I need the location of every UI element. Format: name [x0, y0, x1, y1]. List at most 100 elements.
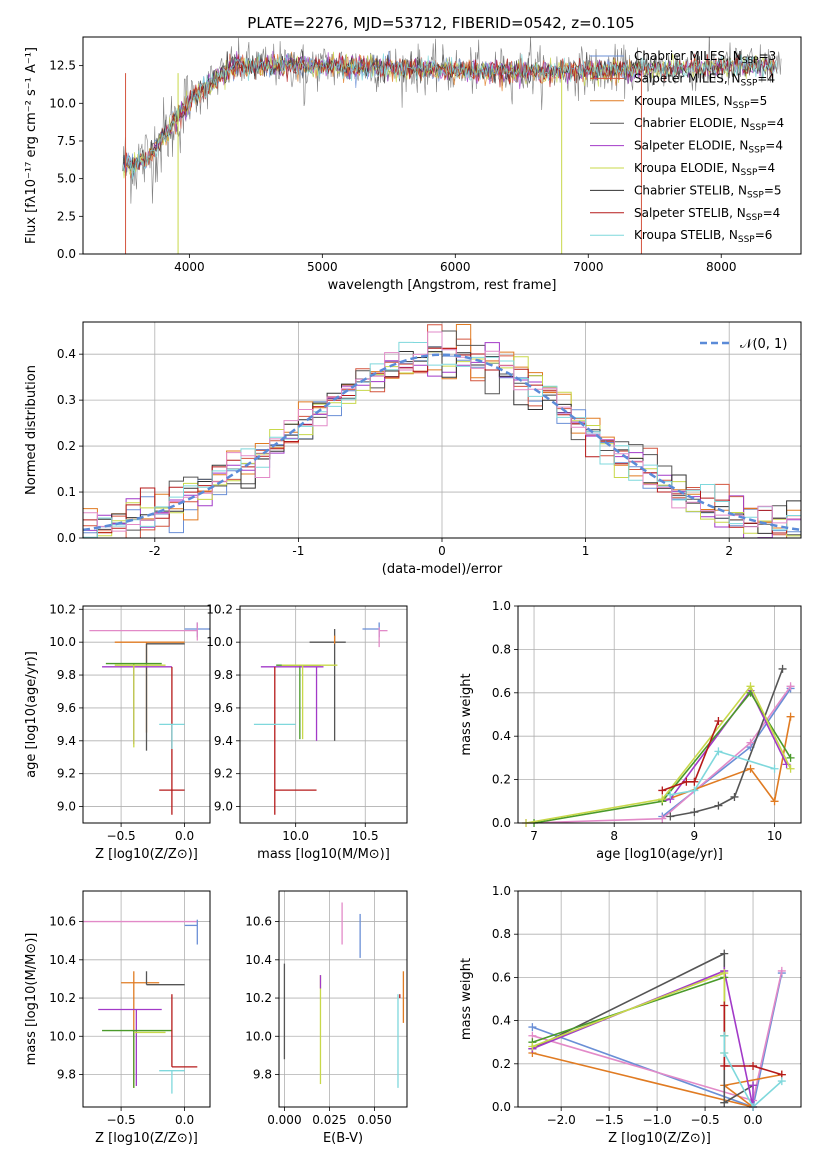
mass-weight-marker	[786, 712, 795, 721]
mass-weight-marker	[720, 1098, 729, 1107]
residual-histogram	[83, 341, 801, 538]
mass-weight-marker	[666, 790, 675, 799]
legend-entry: Chabrier STELIB, NSSP=5	[634, 183, 782, 200]
y-tick-label: 2.5	[57, 209, 76, 223]
x-tick-label: 5000	[307, 260, 338, 274]
x-tick-label: 0.000	[267, 1113, 301, 1127]
mass-weight-marker	[658, 814, 667, 823]
mass-weight-marker	[658, 795, 667, 804]
mass-weight-marker	[720, 949, 729, 958]
mass-weight-marker	[777, 1077, 786, 1086]
y-tick-label: 1.0	[492, 599, 511, 613]
x-tick-label: -2	[149, 544, 161, 558]
age-vs-mass-panel: 10.0 10.5 9.0 9.2 9.4 9.6 9.8 10.0 10.2 mass [log…	[206, 602, 408, 862]
mass-weight-marker	[770, 764, 779, 773]
y-tick-label: 0.0	[57, 531, 76, 545]
residual-histogram	[83, 331, 801, 532]
x-tick-label: 6000	[440, 260, 471, 274]
y-tick-label: 0.0	[57, 247, 76, 261]
legend-entry: Salpeter STELIB, NSSP=4	[634, 206, 780, 223]
x-axis-label: wavelength [Angstrom, rest frame]	[328, 278, 557, 293]
x-tick-label: 10	[767, 829, 782, 843]
residuals-panel: -2 -1 0 1 2 0.0 0.1 0.2 0.3 0.4 (data-model)/error…	[24, 321, 802, 577]
legend-entry: Kroupa MILES, NSSP=5	[634, 94, 767, 111]
x-tick-label: −2.0	[547, 1113, 576, 1127]
y-axis-label: mass weight	[459, 958, 474, 1040]
y-tick-label: 0.8	[492, 642, 511, 656]
x-tick-label: -1	[292, 544, 304, 558]
y-tick-label: 0.2	[57, 439, 76, 453]
x-tick-label: 1	[582, 544, 590, 558]
y-tick-label: 0.1	[57, 485, 76, 499]
x-tick-label: 4000	[174, 260, 205, 274]
y-tick-label: 9.4	[214, 734, 233, 748]
y-axis-label: Flux [fλ10⁻¹⁷ erg cm⁻² s⁻¹ A⁻¹]	[24, 47, 39, 244]
x-tick-label: 0.0	[175, 829, 194, 843]
y-tick-label: 9.4	[57, 734, 76, 748]
y-tick-label: 10.2	[206, 602, 233, 616]
x-tick-label: 8	[610, 829, 618, 843]
x-tick-label: 2	[725, 544, 733, 558]
y-tick-label: 0.2	[492, 1057, 511, 1071]
mass-weight-marker	[528, 1042, 537, 1051]
y-tick-label: 0.4	[57, 347, 76, 361]
legend-entry: Kroupa ELODIE, NSSP=4	[634, 161, 775, 178]
mass-weight-line	[670, 750, 775, 796]
x-tick-label: 10.5	[352, 829, 379, 843]
legend-entry: Salpeter MILES, NSSP=4	[634, 71, 775, 88]
mass-weight-line	[723, 1035, 783, 1109]
errorbars	[89, 622, 210, 815]
figure-title: PLATE=2276, MJD=53712, FIBERID=0542, z=0…	[247, 14, 634, 32]
mass-weight-marker	[746, 682, 755, 691]
mass-weight-marker	[749, 1081, 758, 1090]
y-tick-label: 0.8	[492, 927, 511, 941]
x-axis-label: mass [log10(M/M⊙)]	[257, 847, 390, 862]
mass-weight-line	[532, 1052, 782, 1108]
mass-weight-marker	[720, 1049, 729, 1057]
mass-weight-marker	[690, 808, 699, 817]
y-tick-label: 0.3	[57, 393, 76, 407]
mass-weight-marker	[714, 717, 723, 726]
y-tick-label: 10.6	[49, 915, 76, 929]
x-tick-label: 0.025	[312, 1113, 346, 1127]
mass-weight-marker	[690, 777, 699, 786]
x-axis-label: E(B-V)	[323, 1131, 363, 1146]
y-tick-label: 1.0	[492, 884, 511, 898]
x-tick-label: 0.0	[175, 1113, 194, 1127]
mass-weight-marker	[714, 747, 723, 756]
legend-entry: 𝒩(0, 1)	[740, 337, 787, 352]
y-tick-label: 10.4	[49, 953, 76, 967]
axes-frame	[82, 36, 802, 255]
y-tick-label: 10.0	[245, 1029, 272, 1043]
y-tick-label: 10.2	[245, 991, 272, 1005]
y-tick-label: 10.0	[49, 1029, 76, 1043]
mass-weight-marker	[786, 764, 795, 773]
x-tick-label: 8000	[706, 260, 737, 274]
mass-weight-marker	[746, 738, 755, 747]
y-tick-label: 9.8	[57, 1068, 76, 1082]
x-tick-label: −1.5	[595, 1113, 624, 1127]
y-tick-label: 0.6	[492, 970, 511, 984]
y-tick-label: 5.0	[57, 172, 76, 186]
y-tick-label: 7.5	[57, 134, 76, 148]
legend-entry: Kroupa STELIB, NSSP=6	[634, 228, 772, 245]
legend-entry: Salpeter ELODIE, NSSP=4	[634, 139, 783, 156]
mass-weight-marker	[682, 777, 691, 786]
y-tick-label: 10.0	[49, 635, 76, 649]
y-tick-label: 0.0	[492, 816, 511, 830]
x-axis-label: (data-model)/error	[382, 562, 503, 577]
y-axis-label: mass [log10(M/M⊙)]	[24, 933, 39, 1066]
x-tick-label: −0.5	[107, 829, 136, 843]
legend-entry: Chabrier ELODIE, NSSP=4	[634, 116, 784, 133]
y-tick-label: 10.6	[245, 915, 272, 929]
mass-weight-marker	[720, 1001, 729, 1010]
mass-weight-marker	[730, 792, 739, 801]
y-axis-label: age [log10(age/yr)]	[24, 651, 39, 778]
axes-frame	[82, 321, 802, 539]
x-axis-label: Z [log10(Z/Z⊙)]	[608, 1131, 711, 1146]
y-tick-label: 12.5	[49, 59, 76, 73]
spectrum-panel: 4000 5000 6000 7000 8000 0.0 2.5 5.0 7.5 10.0 12.5…	[24, 36, 802, 293]
x-tick-label: −0.5	[690, 1113, 719, 1127]
mass-weight-marker	[770, 797, 779, 806]
